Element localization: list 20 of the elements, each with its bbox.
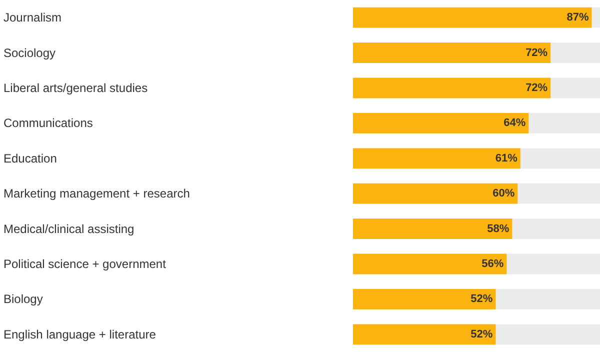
data-label: 64% (504, 117, 526, 130)
y-tick-label: Communications (4, 116, 93, 130)
y-tick-label: Biology (4, 292, 43, 306)
data-label: 61% (495, 152, 518, 164)
y-tick-label: Marketing management + research (4, 186, 190, 201)
data-label: 72% (526, 46, 548, 59)
data-label: 58% (487, 222, 510, 235)
y-tick-label: Education (4, 151, 57, 166)
data-label: 56% (482, 258, 504, 270)
data-label: 87% (566, 12, 589, 24)
data-label: 72% (526, 82, 548, 94)
y-tick-label: Medical/clinical assisting (4, 222, 134, 236)
data-label: 52% (470, 293, 493, 306)
y-tick-label: Journalism (4, 10, 62, 25)
data-label: 52% (470, 328, 493, 340)
y-tick-label: Liberal arts/general studies (4, 81, 148, 95)
y-tick-label: Political science + government (4, 257, 167, 271)
y-tick-label: English language + literature (4, 327, 156, 342)
data-label: 60% (492, 188, 515, 200)
y-tick-label: Sociology (4, 46, 56, 60)
